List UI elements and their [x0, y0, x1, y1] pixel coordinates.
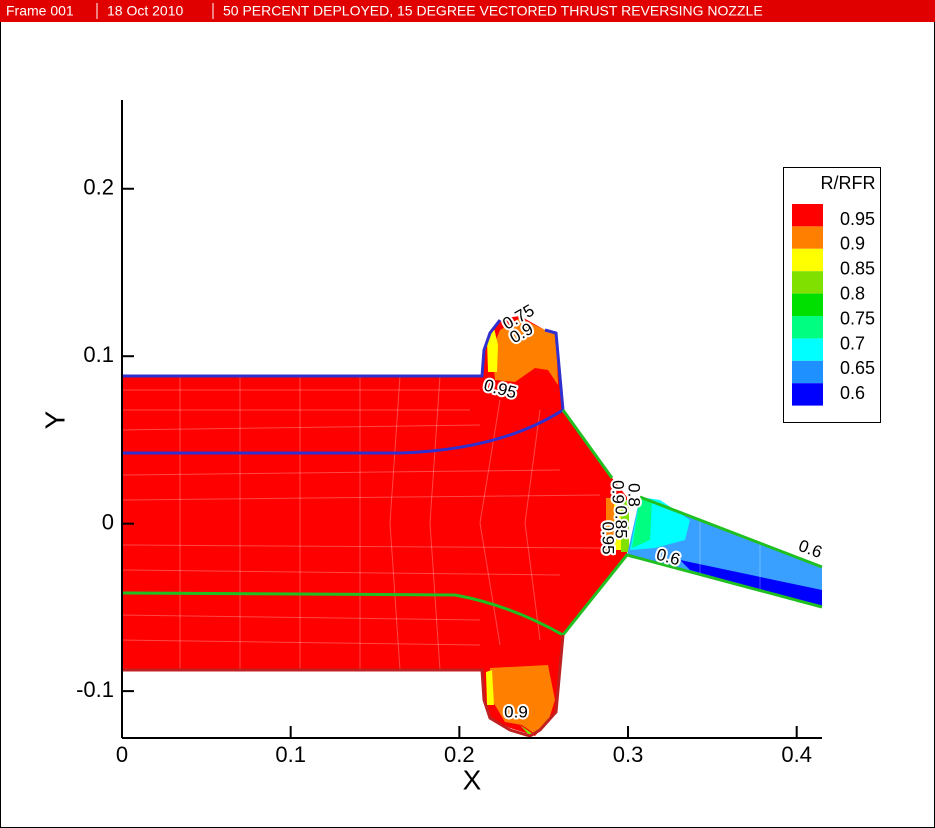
contour-label: 0.8	[625, 483, 644, 507]
green-region	[520, 725, 533, 734]
boundary-line	[122, 319, 502, 378]
contour-field	[121, 316, 823, 738]
header-frame: Frame 001	[6, 3, 74, 19]
green-region	[621, 500, 629, 552]
spring-region	[632, 497, 652, 548]
legend-swatch	[792, 248, 823, 272]
yellow-region	[486, 670, 494, 705]
orange-region	[492, 318, 558, 385]
legend-swatch	[792, 271, 823, 294]
legend-label: 0.85	[840, 259, 875, 279]
legend-label: 0.9	[840, 234, 865, 254]
x-tick-label: 0.3	[613, 742, 644, 767]
legend-label: 0.7	[840, 333, 865, 353]
legend-swatch	[792, 204, 823, 227]
boundary-line	[122, 634, 565, 738]
x-tick-label: 0	[116, 742, 128, 767]
header-title: 50 PERCENT DEPLOYED, 15 DEGREE VECTORED …	[223, 3, 763, 19]
legend-swatch	[792, 226, 823, 249]
legend-label: 0.6	[840, 383, 865, 403]
boundary-line	[121, 591, 564, 637]
contour-label: 0.95	[599, 521, 618, 554]
x-tick-label: 0.4	[781, 742, 812, 767]
x-tick-label: 0.2	[444, 742, 475, 767]
legend-label: 0.75	[840, 308, 875, 328]
contour-label: 0.85	[612, 505, 631, 538]
orange-region	[490, 665, 555, 734]
contour-label: 0.9	[609, 480, 628, 504]
header-date: 18 Oct 2010	[107, 3, 183, 19]
yellow-region	[487, 328, 498, 372]
boundary-line	[544, 328, 565, 411]
y-axis-label: Y	[39, 410, 70, 429]
boundary-line	[561, 409, 614, 479]
y-tick-label: -0.1	[76, 677, 114, 702]
red-region	[122, 316, 627, 736]
boundary-line	[561, 553, 823, 636]
legend-swatch	[792, 383, 823, 406]
y-tick-label: 0.2	[83, 175, 114, 200]
yellow-region	[614, 500, 622, 550]
x-axis-label: X	[463, 764, 482, 795]
legend-swatch	[792, 360, 823, 384]
legend-label: 0.65	[840, 358, 875, 378]
legend-swatch	[792, 293, 823, 316]
header-bar	[0, 0, 935, 22]
boundary-line	[639, 495, 823, 569]
y-tick-label: 0	[102, 509, 114, 534]
legend-label: 0.8	[840, 283, 865, 303]
legend-swatch	[792, 316, 823, 339]
orange-region	[606, 498, 614, 550]
legend-label: 0.95	[840, 209, 875, 229]
legend-swatch	[792, 338, 823, 361]
legend-title: R/RFR	[821, 173, 876, 193]
deep-blue-region	[680, 560, 822, 607]
y-tick-label: 0.1	[83, 342, 114, 367]
x-tick-label: 0.1	[275, 742, 306, 767]
contour-label: 0.9	[504, 702, 528, 721]
boundary-line	[122, 408, 564, 455]
